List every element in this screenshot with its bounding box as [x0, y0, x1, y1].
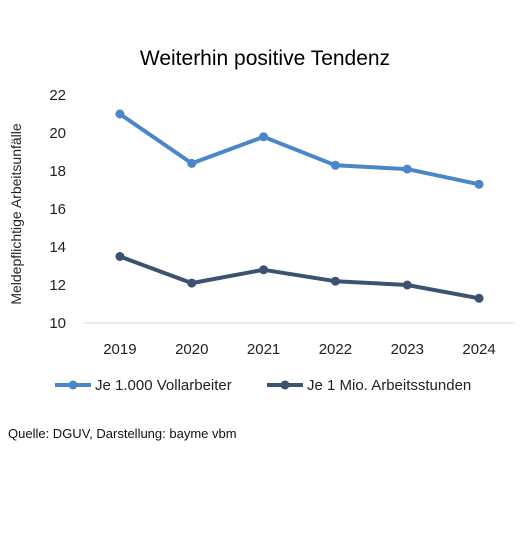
data-point — [187, 278, 197, 288]
data-point — [259, 132, 269, 142]
y-axis-label: Meldepflichtige Arbeitsunfälle — [8, 123, 24, 305]
x-tick-label: 2022 — [319, 341, 352, 358]
legend-item-vollarbeiter: Je 1.000 Vollarbeiter — [55, 377, 232, 394]
y-tick-label: 16 — [49, 201, 66, 218]
x-tick-label: 2023 — [391, 341, 424, 358]
legend-label-vollarbeiter: Je 1.000 Vollarbeiter — [95, 377, 232, 394]
data-point — [187, 158, 197, 168]
legend-marker-vollarbeiter — [68, 380, 78, 390]
y-tick-label: 12 — [49, 277, 66, 294]
data-point — [115, 109, 125, 119]
series-line-0 — [117, 112, 482, 187]
x-tick-label: 2020 — [175, 341, 208, 358]
x-tick-label: 2019 — [103, 341, 136, 358]
y-axis-ticks: 10 12 14 16 18 20 22 — [49, 87, 66, 332]
source-note: Quelle: DGUV, Darstellung: bayme vbm — [8, 426, 237, 441]
y-tick-label: 10 — [49, 315, 66, 332]
chart-title: Weiterhin positive Tendenz — [140, 47, 390, 70]
y-tick-label: 18 — [49, 163, 66, 180]
data-point — [402, 164, 412, 174]
data-point — [259, 265, 269, 275]
data-point — [115, 252, 125, 261]
series-line-1 — [117, 254, 482, 301]
x-tick-label: 2024 — [462, 341, 495, 358]
legend-label-arbeitsstunden: Je 1 Mio. Arbeitsstunden — [307, 377, 471, 394]
legend-marker-arbeitsstunden — [280, 380, 290, 390]
data-point — [474, 179, 484, 189]
legend: Je 1.000 Vollarbeiter Je 1 Mio. Arbeitss… — [55, 377, 471, 394]
data-point — [330, 160, 340, 170]
data-point — [402, 280, 412, 290]
data-point — [330, 276, 340, 286]
x-tick-label: 2021 — [247, 341, 280, 358]
line-chart: Weiterhin positive Tendenz Meldepflichti… — [8, 47, 515, 394]
legend-item-arbeitsstunden: Je 1 Mio. Arbeitsstunden — [267, 377, 471, 394]
y-tick-label: 20 — [49, 125, 66, 142]
y-tick-label: 22 — [49, 87, 66, 104]
y-tick-label: 14 — [49, 239, 66, 256]
x-axis-ticks: 2019 2020 2021 2022 2023 2024 — [103, 341, 496, 358]
data-point — [474, 293, 484, 303]
series-lines — [115, 109, 484, 303]
